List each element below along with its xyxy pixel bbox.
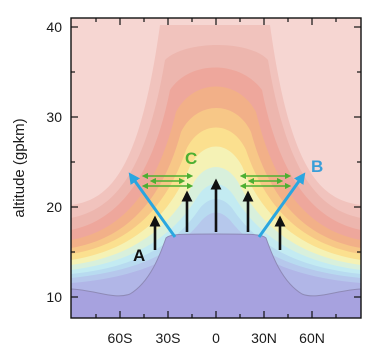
transport-arrows [128,172,306,238]
y-tick-label: 30 [46,109,62,125]
x-axis [95,18,337,318]
x-tick-label: 60N [299,330,325,346]
troposphere-region [71,233,361,318]
y-tick-labels: 10 20 30 40 [46,19,62,305]
y-tick-label: 10 [46,289,62,305]
arrow-A [128,172,177,238]
x-tick-label: 30S [156,330,181,346]
x-tick-label: 60S [108,330,133,346]
y-axis-title: altitude (gpkm) [11,118,28,217]
label-A: A [133,246,145,265]
y-tick-label: 40 [46,19,62,35]
arrow-B [257,172,306,238]
y-axis [71,26,361,298]
x-tick-label: 0 [212,330,220,346]
label-B: B [311,157,323,176]
upwelling-arrows [149,178,286,250]
x-tick-label: 30N [251,330,277,346]
x-tick-labels: 60S 30S 0 30N 60N [108,330,325,346]
y-tick-label: 20 [46,199,62,215]
mixing-arrows [141,172,292,190]
label-C: C [185,149,197,168]
